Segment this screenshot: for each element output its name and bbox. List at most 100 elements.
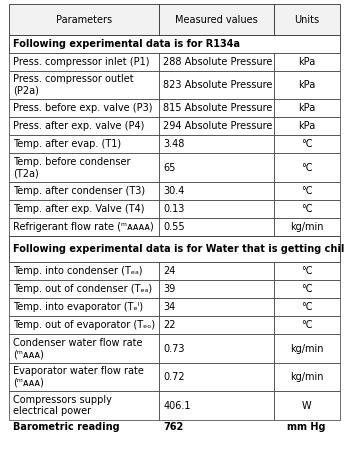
Text: Temp. after evap. (T1): Temp. after evap. (T1) <box>13 139 121 150</box>
Bar <box>9 4 159 35</box>
Text: 24: 24 <box>163 266 176 276</box>
Text: Refrigerant flow rate (ᵐᴀᴀᴀᴀ): Refrigerant flow rate (ᵐᴀᴀᴀᴀ) <box>13 222 154 232</box>
Text: Temp. before condenser
(T2a): Temp. before condenser (T2a) <box>13 157 130 178</box>
Text: 65: 65 <box>163 163 176 172</box>
Text: kPa: kPa <box>298 57 315 66</box>
Text: kg/min: kg/min <box>290 343 324 354</box>
Bar <box>159 218 274 236</box>
Bar <box>274 218 340 236</box>
Bar <box>274 4 340 35</box>
Text: °C: °C <box>301 284 313 294</box>
Bar <box>9 280 159 298</box>
Text: 0.13: 0.13 <box>163 204 185 214</box>
Text: kPa: kPa <box>298 121 315 131</box>
Bar <box>9 135 159 153</box>
Text: kg/min: kg/min <box>290 222 324 232</box>
Text: Parameters: Parameters <box>56 14 112 25</box>
Text: 34: 34 <box>163 302 176 313</box>
Bar <box>274 135 340 153</box>
Text: Press. compressor outlet
(P2a): Press. compressor outlet (P2a) <box>13 74 133 96</box>
Bar <box>159 298 274 317</box>
Text: °C: °C <box>301 321 313 330</box>
Bar <box>9 317 159 335</box>
Bar <box>9 262 159 280</box>
Bar <box>159 182 274 200</box>
Bar <box>159 4 274 35</box>
Text: °C: °C <box>301 266 313 276</box>
Bar <box>9 117 159 135</box>
Bar <box>9 335 159 363</box>
Text: 39: 39 <box>163 284 176 294</box>
Bar <box>9 363 159 392</box>
Bar <box>274 363 340 392</box>
Bar <box>274 280 340 298</box>
Text: 823 Absolute Pressure: 823 Absolute Pressure <box>163 80 273 90</box>
Bar <box>274 392 340 420</box>
Text: 22: 22 <box>163 321 176 330</box>
Bar <box>159 53 274 70</box>
Text: 3.48: 3.48 <box>163 139 185 150</box>
Text: Press. compressor inlet (P1): Press. compressor inlet (P1) <box>13 57 149 66</box>
Text: °C: °C <box>301 302 313 313</box>
Text: °C: °C <box>301 204 313 214</box>
Text: Condenser water flow rate
(ᵐᴀᴀᴀ): Condenser water flow rate (ᵐᴀᴀᴀ) <box>13 338 142 360</box>
Bar <box>9 392 159 420</box>
Text: °C: °C <box>301 163 313 172</box>
Bar <box>159 153 274 182</box>
Text: 815 Absolute Pressure: 815 Absolute Pressure <box>163 103 273 113</box>
Bar <box>159 135 274 153</box>
Text: Evaporator water flow rate
(ᵐᴀᴀᴀ): Evaporator water flow rate (ᵐᴀᴀᴀ) <box>13 366 144 388</box>
Text: Following experimental data is for Water that is getting chilled or heated: Following experimental data is for Water… <box>13 244 345 254</box>
Text: °C: °C <box>301 139 313 150</box>
Text: Temp. after exp. Valve (T4): Temp. after exp. Valve (T4) <box>13 204 144 214</box>
Bar <box>9 153 159 182</box>
Bar <box>274 262 340 280</box>
Bar <box>159 200 274 218</box>
Text: 30.4: 30.4 <box>163 186 185 196</box>
Text: W: W <box>302 401 312 410</box>
Text: Barometric reading: Barometric reading <box>13 422 119 431</box>
Bar <box>159 117 274 135</box>
Text: kg/min: kg/min <box>290 372 324 382</box>
Text: Temp. into condenser (Tₑₐ): Temp. into condenser (Tₑₐ) <box>13 266 142 276</box>
Bar <box>274 317 340 335</box>
Text: 0.55: 0.55 <box>163 222 185 232</box>
Text: Temp. out of evaporator (Tₑₒ): Temp. out of evaporator (Tₑₒ) <box>13 321 155 330</box>
Bar <box>9 70 159 99</box>
Text: 294 Absolute Pressure: 294 Absolute Pressure <box>163 121 273 131</box>
Text: Following experimental data is for R134a: Following experimental data is for R134a <box>13 39 240 48</box>
Text: 762: 762 <box>163 422 184 431</box>
Bar <box>274 182 340 200</box>
Bar <box>159 280 274 298</box>
Text: °C: °C <box>301 186 313 196</box>
Text: Temp. into evaporator (Tₑᴵ): Temp. into evaporator (Tₑᴵ) <box>13 302 143 313</box>
Bar <box>274 70 340 99</box>
Bar <box>9 53 159 70</box>
Text: 406.1: 406.1 <box>163 401 191 410</box>
Text: kPa: kPa <box>298 80 315 90</box>
Text: Temp. out of condenser (Tₑₐ): Temp. out of condenser (Tₑₐ) <box>13 284 152 294</box>
Bar <box>274 298 340 317</box>
Bar <box>9 200 159 218</box>
Bar <box>9 236 340 262</box>
Bar <box>9 182 159 200</box>
Bar <box>274 117 340 135</box>
Bar <box>159 70 274 99</box>
Bar <box>274 335 340 363</box>
Bar <box>9 99 159 117</box>
Bar <box>9 35 340 53</box>
Text: 0.73: 0.73 <box>163 343 185 354</box>
Text: Units: Units <box>294 14 319 25</box>
Bar <box>159 392 274 420</box>
Bar <box>159 335 274 363</box>
Text: Press. before exp. valve (P3): Press. before exp. valve (P3) <box>13 103 152 113</box>
Bar <box>274 200 340 218</box>
Bar <box>274 99 340 117</box>
Bar <box>9 298 159 317</box>
Bar <box>274 53 340 70</box>
Bar <box>159 363 274 392</box>
Text: Measured values: Measured values <box>175 14 258 25</box>
Text: mm Hg: mm Hg <box>287 422 326 431</box>
Bar <box>9 218 159 236</box>
Bar <box>159 317 274 335</box>
